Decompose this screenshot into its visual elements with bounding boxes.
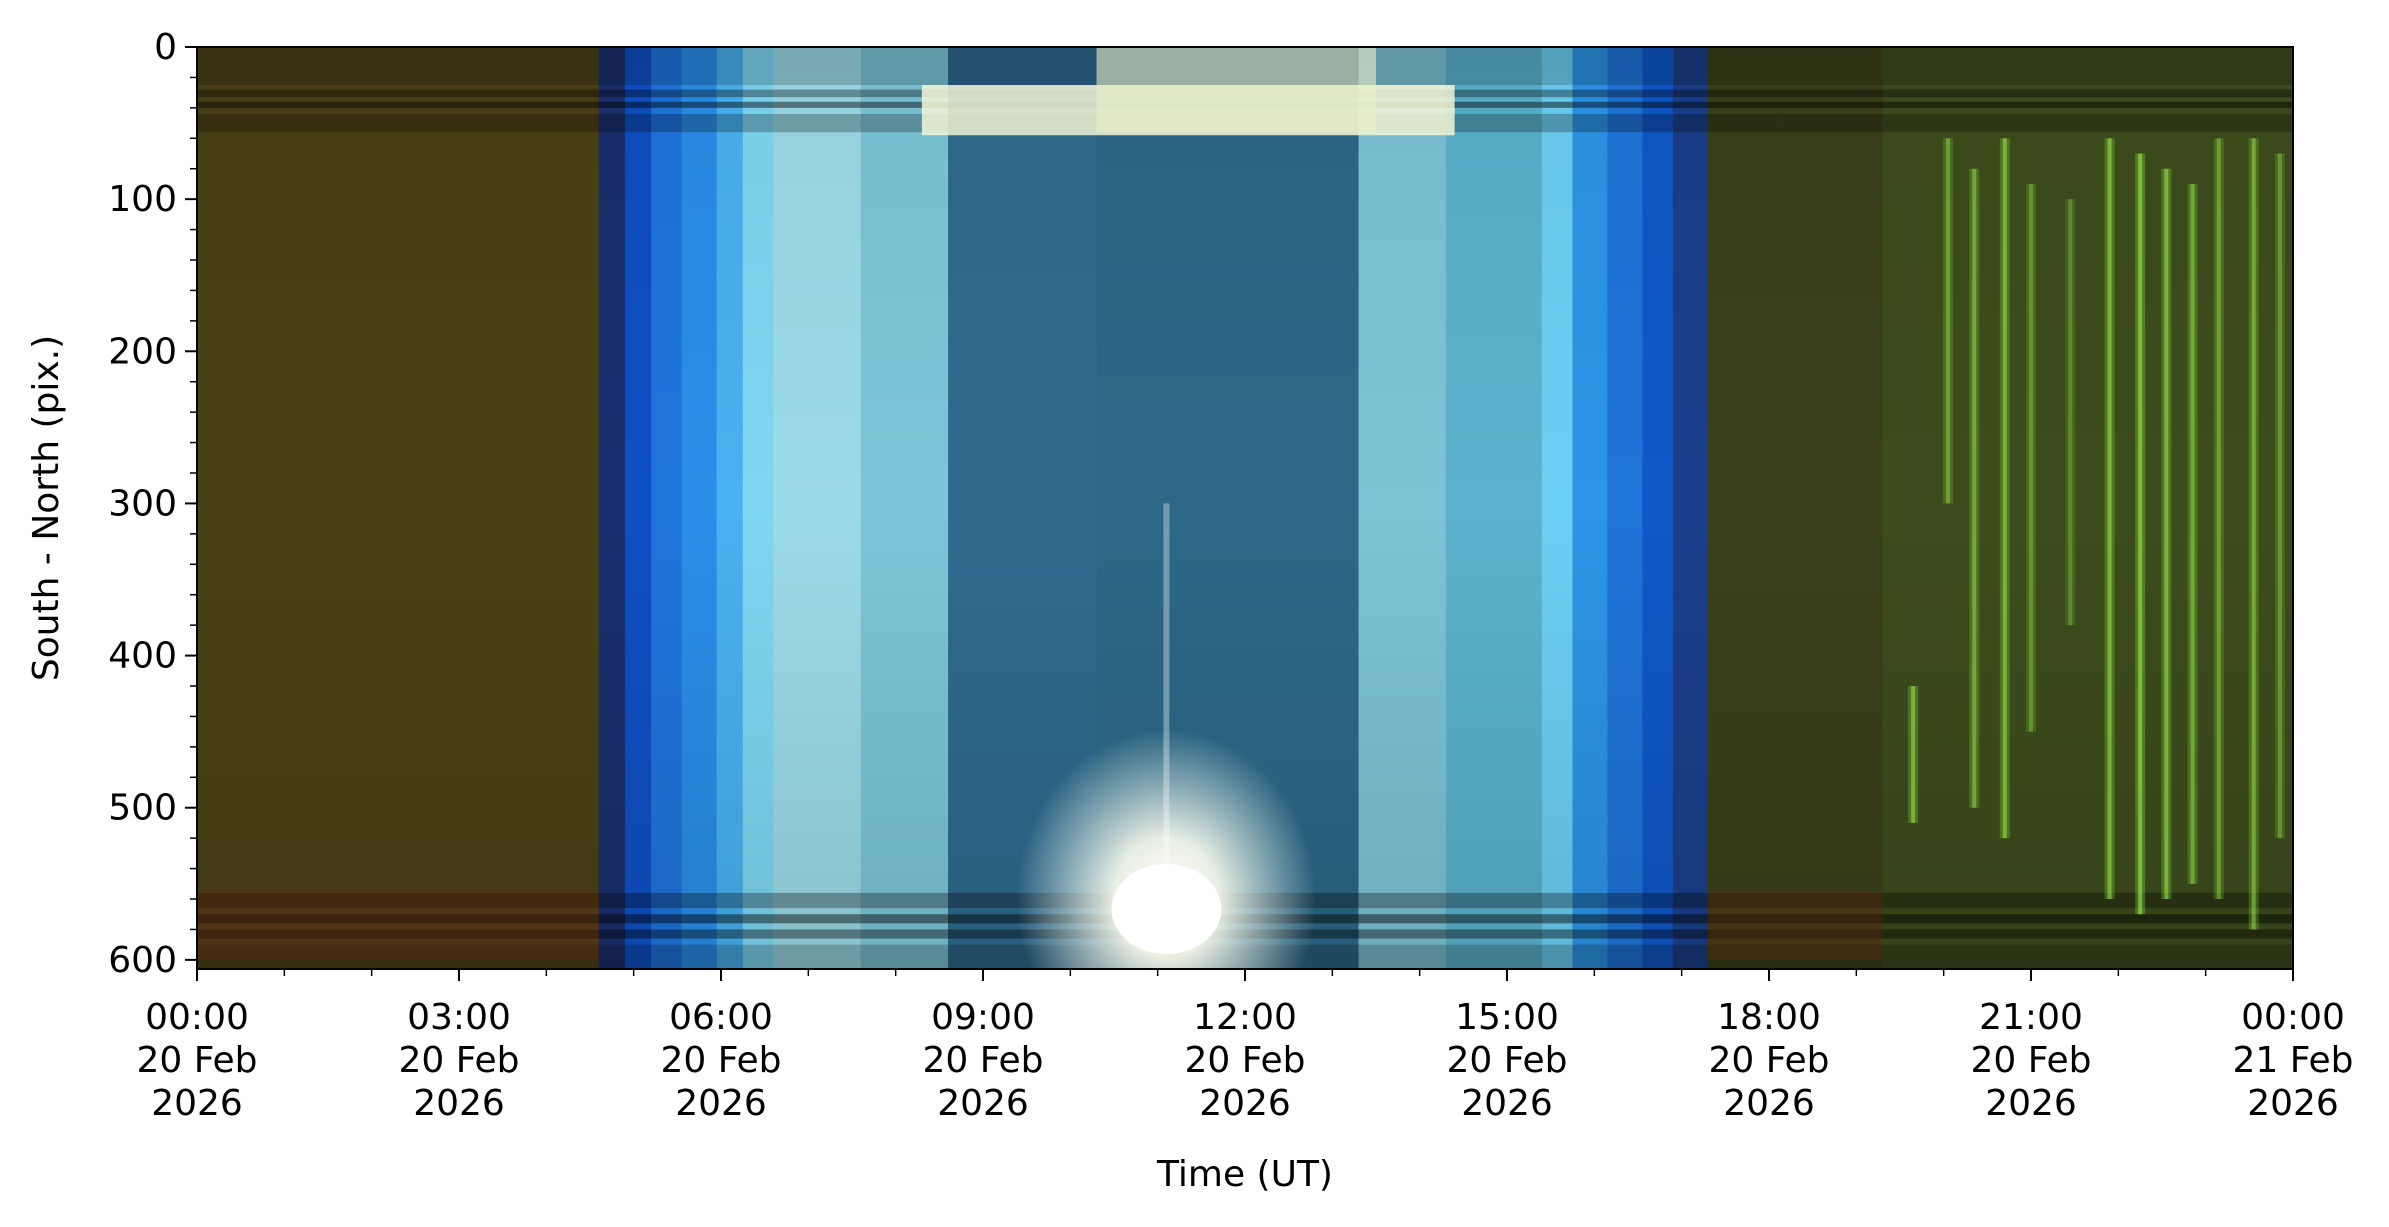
y-tick-label: 500 xyxy=(108,788,177,829)
aurora-streak xyxy=(2107,138,2112,900)
y-tick-label: 0 xyxy=(154,27,177,68)
aurora-streak xyxy=(1946,138,1951,504)
aurora-streak xyxy=(2216,138,2221,900)
x-tick-label: 12:00 20 Feb 2026 xyxy=(1185,997,1306,1124)
aurora-streak xyxy=(1999,138,2010,839)
aurora-streak xyxy=(1969,168,1980,808)
y-tick-label: 200 xyxy=(108,331,177,372)
keogram-image xyxy=(197,47,2293,969)
aurora-streak xyxy=(2164,168,2169,900)
horizon-tint xyxy=(197,891,599,960)
aurora-streak xyxy=(2029,183,2033,732)
aurora-streak xyxy=(2026,183,2036,732)
aurora-streak xyxy=(1911,686,1916,823)
sun-glare-ray xyxy=(1163,503,1170,900)
aurora-streak xyxy=(2161,168,2172,900)
aurora-streak xyxy=(2277,153,2282,839)
aurora-streak xyxy=(2190,183,2195,884)
y-axis-label: South - North (pix.) xyxy=(26,335,67,681)
x-tick-label: 18:00 20 Feb 2026 xyxy=(1709,997,1830,1124)
aurora-streak xyxy=(2248,138,2259,930)
aurora-streak xyxy=(2274,153,2285,839)
aurora-streak xyxy=(2138,153,2143,915)
horizon-tint xyxy=(1707,891,1883,960)
x-tick-label: 00:00 20 Feb 2026 xyxy=(137,997,258,1124)
x-axis-label: Time (UT) xyxy=(1156,1154,1333,1195)
x-tick-label: 00:00 21 Feb 2026 xyxy=(2233,997,2354,1124)
aurora-streak xyxy=(2187,183,2198,884)
x-tick-label: 09:00 20 Feb 2026 xyxy=(923,997,1044,1124)
aurora-streak xyxy=(2251,138,2256,930)
y-tick-label: 600 xyxy=(108,940,177,981)
x-tick-label: 06:00 20 Feb 2026 xyxy=(661,997,782,1124)
x-tick-label: 21:00 20 Feb 2026 xyxy=(1971,997,2092,1124)
y-axis: 0 100 200 300 400 500 600 xyxy=(108,27,197,981)
aurora-streak xyxy=(1908,686,1919,823)
x-tick-label: 15:00 20 Feb 2026 xyxy=(1447,997,1568,1124)
aurora-streak xyxy=(2002,138,2007,839)
x-axis: 00:00 20 Feb 2026 03:00 20 Feb 2026 06:00 20 Fe… xyxy=(137,969,2354,1124)
y-tick-label: 100 xyxy=(108,179,177,220)
y-tick-label: 300 xyxy=(108,483,177,524)
y-tick-label: 400 xyxy=(108,636,177,677)
sun-glare-core xyxy=(1111,864,1222,955)
aurora-streak xyxy=(2068,199,2073,626)
x-tick-label: 03:00 20 Feb 2026 xyxy=(399,997,520,1124)
aurora-streak xyxy=(2065,199,2076,626)
aurora-streak xyxy=(1972,168,1977,808)
top-obstruction xyxy=(1096,47,1376,133)
aurora-streak xyxy=(2213,138,2224,900)
aurora-streak xyxy=(1943,138,1954,504)
aurora-streak xyxy=(2104,138,2115,900)
sun-glare xyxy=(1016,729,1317,969)
